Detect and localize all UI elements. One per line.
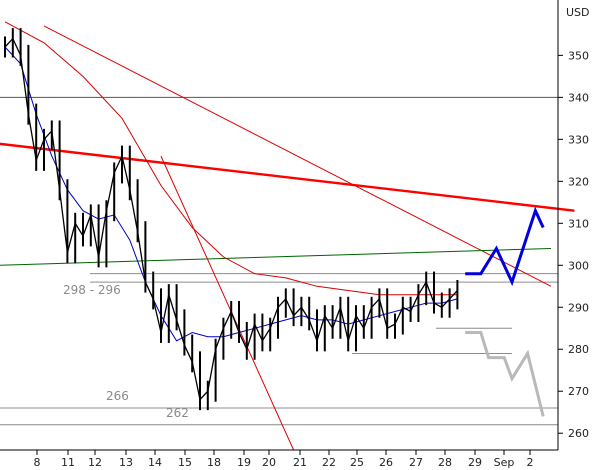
horizontal-levels-layer xyxy=(0,96,558,426)
level-label-1: 266 xyxy=(106,389,129,403)
y-tick-label: 310 xyxy=(568,217,589,230)
x-tick-label: 20 xyxy=(262,456,276,469)
level-labels-layer: 298 - 296 266 262 xyxy=(63,283,189,420)
trendline-0 xyxy=(0,142,575,212)
x-tick-label: Sep xyxy=(494,456,515,469)
x-tick-label: 11 xyxy=(61,456,75,469)
x-tick-label: 14 xyxy=(148,456,162,469)
y-tick-label: 330 xyxy=(568,133,589,146)
currency-unit-label: USD xyxy=(566,6,590,19)
x-tick-label: 26 xyxy=(379,456,393,469)
price-bars-layer xyxy=(4,28,459,411)
x-tick-label: 21 xyxy=(293,456,307,469)
x-tick-label: 22 xyxy=(322,456,336,469)
trendline-2 xyxy=(160,155,295,451)
x-tick-label: 12 xyxy=(88,456,102,469)
x-tick-label: 19 xyxy=(237,456,251,469)
trendlines-layer xyxy=(0,25,575,451)
trendline-1 xyxy=(43,25,552,287)
y-tick-label: 340 xyxy=(568,91,589,104)
x-tick-label: 2 xyxy=(527,456,534,469)
y-tick-label: 300 xyxy=(568,259,589,272)
x-tick-label: 18 xyxy=(207,456,221,469)
x-tick-label: 8 xyxy=(34,456,41,469)
y-tick-label: 270 xyxy=(568,385,589,398)
x-tick-label: 25 xyxy=(350,456,364,469)
x-tick-label: 29 xyxy=(468,456,482,469)
y-tick-label: 320 xyxy=(568,175,589,188)
forecast-bullish-path xyxy=(465,206,545,287)
x-tick-label: 13 xyxy=(119,456,133,469)
forecast-bearish-path xyxy=(465,331,545,417)
x-tick-label: 15 xyxy=(178,456,192,469)
y-tick-label: 350 xyxy=(568,49,589,62)
trendline-3 xyxy=(0,247,552,266)
level-label-2: 262 xyxy=(166,406,189,420)
x-tick-label: 27 xyxy=(409,456,423,469)
y-tick-label: 280 xyxy=(568,343,589,356)
y-axis-ticks: 260 270 280 290 300 310 320 330 340 350 xyxy=(558,49,589,440)
price-close-line xyxy=(4,37,458,401)
forecast-layer xyxy=(465,206,545,417)
x-tick-label: 28 xyxy=(438,456,452,469)
y-tick-label: 290 xyxy=(568,301,589,314)
y-tick-label: 260 xyxy=(568,427,589,440)
level-label-0: 298 - 296 xyxy=(63,283,121,297)
moving-average-long-line xyxy=(4,21,458,296)
x-axis-ticks: 8 11 12 13 14 15 18 19 20 21 22 25 26 27 28 29 Sep 2 xyxy=(34,450,534,469)
